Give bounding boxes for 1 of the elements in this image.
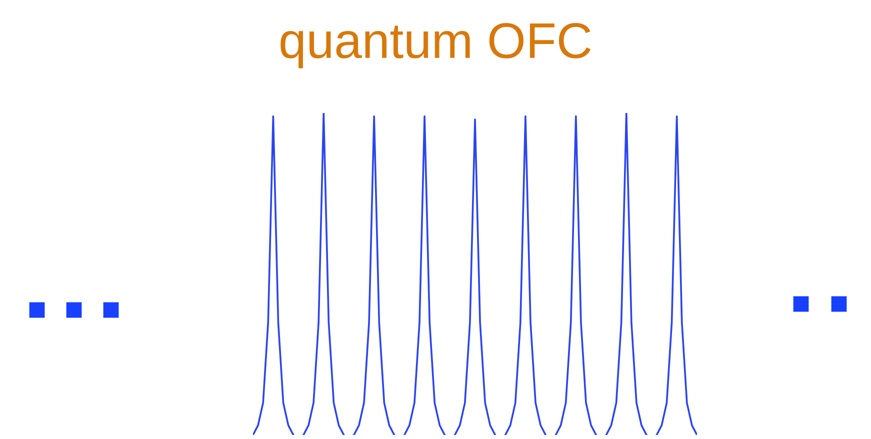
chart-title: quantum OFC (280, 23, 591, 68)
